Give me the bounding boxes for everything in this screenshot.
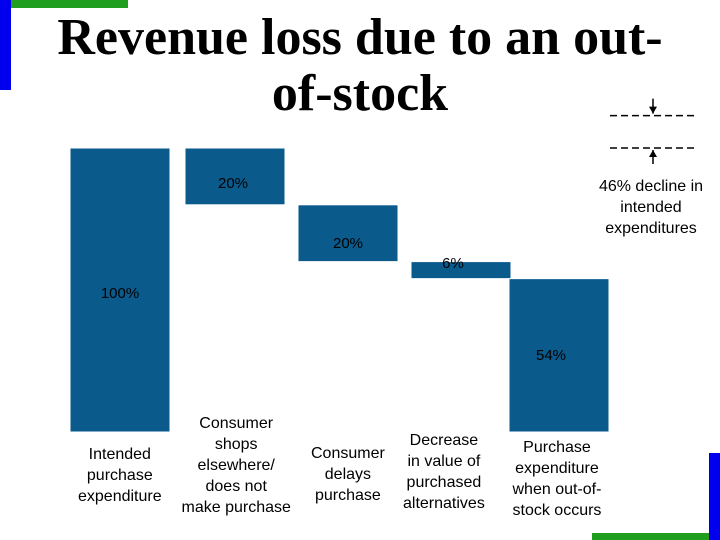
category-label-line: in value of (407, 453, 481, 470)
category-label-line: shops (214, 436, 258, 453)
bar-1 (69, 147, 171, 433)
decline-annotation: 46% decline in intended expenditures (598, 178, 704, 237)
category-label-2: Consumer shops elsewhere/does not make purc… (182, 413, 291, 518)
value-label-5: 54% (536, 347, 566, 364)
bar-5 (508, 278, 610, 433)
category-label-line: stock occurs (512, 502, 602, 519)
category-label-line: make purchase (181, 499, 291, 516)
category-label-line: does not (205, 478, 267, 495)
value-label-3: 20% (333, 235, 363, 252)
category-label-line: expenditure (515, 460, 599, 477)
category-label-line: Consumer (311, 445, 385, 462)
category-label-line: when out-of- (512, 481, 602, 498)
category-label-line: Intended (88, 446, 151, 463)
category-label-line: Consumer (199, 415, 274, 432)
accent-bar-left-blue (0, 0, 11, 90)
category-label-line: alternatives (403, 495, 485, 512)
category-label-line: elsewhere/ (197, 457, 275, 474)
category-label-line: delays (324, 466, 372, 483)
bar-2 (184, 147, 286, 206)
category-label-line: purchase (86, 467, 153, 484)
accent-bar-right-blue (709, 453, 720, 540)
category-label-3: Consumer delays purchase (311, 443, 385, 506)
value-label-4: 6% (442, 255, 464, 272)
bar-3 (297, 204, 399, 263)
category-label-line: purchase (314, 487, 381, 504)
accent-bar-bottom-green (592, 533, 709, 540)
category-label-1: Intended purchase expenditure (78, 444, 162, 507)
category-label-4: Decrease in value of purchased alternatives (403, 430, 485, 514)
chart-title: Revenue loss due to an out-of-stock (57, 9, 663, 122)
category-label-line: purchased (406, 474, 482, 491)
bracket-top-arrowhead (649, 150, 657, 157)
bracket-bottom-arrowhead (649, 106, 657, 114)
bar-4 (410, 261, 512, 280)
category-label-line: expenditure (78, 488, 162, 505)
category-label-5: Purchase expenditure when out-of-stock occ… (513, 437, 602, 521)
value-label-2: 20% (218, 175, 248, 192)
value-label-1: 100% (101, 285, 139, 302)
category-label-line: Purchase (523, 439, 591, 456)
accent-bar-top-green (11, 0, 128, 8)
category-label-line: Decrease (409, 432, 479, 449)
